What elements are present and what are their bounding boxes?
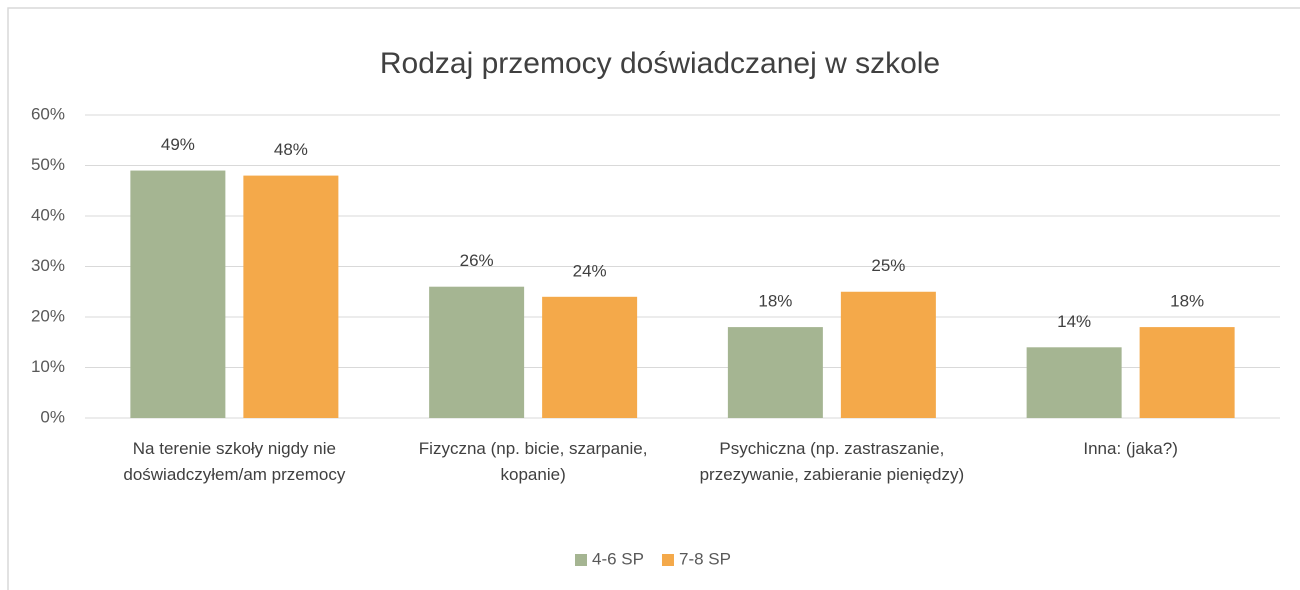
chart-border — [7, 7, 1300, 590]
y-tick-label: 40% — [31, 205, 65, 224]
bar — [429, 286, 525, 418]
data-label: 18% — [1170, 292, 1204, 311]
x-tick-label: Psychiczna (np. zastraszanie, przezywani… — [699, 439, 965, 484]
y-tick-label: 30% — [31, 256, 65, 275]
legend-label: 7-8 SP — [679, 549, 731, 568]
bar — [1026, 347, 1122, 418]
bar — [840, 291, 936, 418]
bar — [542, 296, 638, 418]
data-label: 14% — [1057, 312, 1091, 331]
x-tick-label: Fizyczna (np. bicie, szarpanie, kopanie) — [418, 439, 648, 484]
y-tick-label: 60% — [31, 104, 65, 123]
bar — [130, 170, 226, 418]
data-label: 24% — [573, 261, 607, 280]
bar — [1139, 327, 1235, 418]
x-tick-label: Inna: (jaka?) — [1083, 439, 1178, 458]
data-label: 48% — [274, 140, 308, 159]
data-label: 49% — [161, 135, 195, 154]
data-label: 25% — [871, 256, 905, 275]
y-tick-label: 0% — [40, 407, 65, 426]
y-tick-label: 20% — [31, 306, 65, 325]
bar — [243, 175, 339, 418]
chart-title: Rodzaj przemocy doświadczanej w szkole — [380, 47, 940, 80]
data-label: 18% — [758, 292, 792, 311]
x-tick-label: Na terenie szkoły nigdy nie doświadczyłe… — [123, 439, 346, 484]
y-tick-label: 50% — [31, 155, 65, 174]
legend-label: 4-6 SP — [592, 549, 644, 568]
data-label: 26% — [460, 251, 494, 270]
legend-swatch — [661, 554, 674, 566]
y-tick-label: 10% — [31, 357, 65, 376]
legend-swatch — [575, 554, 587, 566]
bar — [727, 327, 823, 418]
